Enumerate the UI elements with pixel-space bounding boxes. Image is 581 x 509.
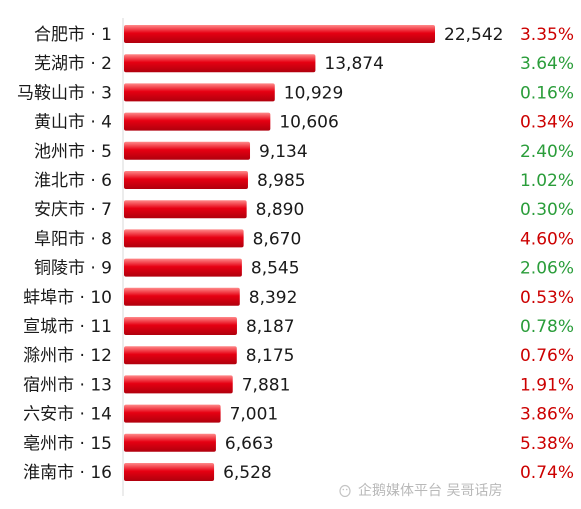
bar xyxy=(124,375,233,394)
bar xyxy=(124,433,216,452)
value-label: 8,985 xyxy=(257,171,306,191)
value-label: 22,542 xyxy=(444,25,503,45)
value-label: 10,929 xyxy=(284,83,343,103)
change-label: 0.74% xyxy=(520,463,574,483)
category-label: 宣城市 · 11 xyxy=(23,317,112,337)
value-label: 10,606 xyxy=(279,113,338,133)
category-label: 铜陵市 · 9 xyxy=(34,259,112,279)
change-label: 2.40% xyxy=(520,142,574,162)
bar xyxy=(124,54,316,73)
change-label: 3.64% xyxy=(520,54,574,74)
category-label: 安庆市 · 7 xyxy=(34,200,112,220)
change-label: 1.91% xyxy=(520,375,574,395)
category-label: 宿州市 · 13 xyxy=(23,375,112,395)
bar xyxy=(124,229,244,248)
value-label: 8,670 xyxy=(253,229,302,249)
category-label: 滁州市 · 12 xyxy=(23,346,112,366)
watermark: 企鹅媒体平台 吴哥话房 xyxy=(338,480,502,500)
value-label: 8,175 xyxy=(246,346,295,366)
bar xyxy=(124,200,247,219)
change-label: 0.16% xyxy=(520,83,574,103)
value-label: 6,663 xyxy=(225,434,274,454)
change-label: 3.35% xyxy=(520,25,574,45)
change-label: 0.78% xyxy=(520,317,574,337)
category-label: 黄山市 · 4 xyxy=(34,113,112,133)
change-label: 0.34% xyxy=(520,113,574,133)
category-label: 芜湖市 · 2 xyxy=(34,54,112,74)
change-label: 3.86% xyxy=(520,405,574,425)
category-label: 淮南市 · 16 xyxy=(23,463,112,483)
value-label: 6,528 xyxy=(223,463,272,483)
value-label: 13,874 xyxy=(324,54,383,74)
category-label: 马鞍山市 · 3 xyxy=(17,83,112,103)
value-label: 8,890 xyxy=(256,200,305,220)
change-label: 0.76% xyxy=(520,346,574,366)
penguin-logo-icon xyxy=(339,484,351,497)
bar xyxy=(124,171,248,189)
bar xyxy=(124,463,215,481)
value-label: 7,881 xyxy=(242,375,291,395)
change-label: 4.60% xyxy=(520,229,574,249)
category-label: 六安市 · 14 xyxy=(23,405,112,425)
change-label: 5.38% xyxy=(520,434,574,454)
bar xyxy=(124,404,221,423)
category-label: 蚌埠市 · 10 xyxy=(23,288,112,308)
bar xyxy=(124,83,275,102)
value-label: 7,001 xyxy=(230,405,279,425)
bar xyxy=(124,258,242,277)
category-label: 淮北市 · 6 xyxy=(34,171,112,191)
watermark-text: 企鹅媒体平台 吴哥话房 xyxy=(358,483,503,499)
category-label: 亳州市 · 15 xyxy=(23,434,112,454)
bar xyxy=(124,346,237,365)
bar xyxy=(124,287,240,306)
bar xyxy=(124,25,435,43)
category-label: 池州市 · 5 xyxy=(34,142,112,162)
category-label: 合肥市 · 1 xyxy=(34,25,112,45)
value-label: 8,187 xyxy=(246,317,295,337)
bars-group: 合肥市 · 1 22,542 3.35% 芜湖市 · 2 13,874 3.64% 马鞍山市… xyxy=(17,25,574,483)
change-label: 0.53% xyxy=(520,288,574,308)
bar xyxy=(124,317,237,335)
bar xyxy=(124,112,271,131)
value-label: 9,134 xyxy=(259,142,308,162)
bar xyxy=(124,141,251,160)
category-label: 阜阳市 · 8 xyxy=(34,229,112,249)
change-label: 0.30% xyxy=(520,200,574,220)
value-label: 8,545 xyxy=(251,259,300,279)
change-label: 1.02% xyxy=(520,171,574,191)
change-label: 2.06% xyxy=(520,259,574,279)
value-label: 8,392 xyxy=(249,288,298,308)
